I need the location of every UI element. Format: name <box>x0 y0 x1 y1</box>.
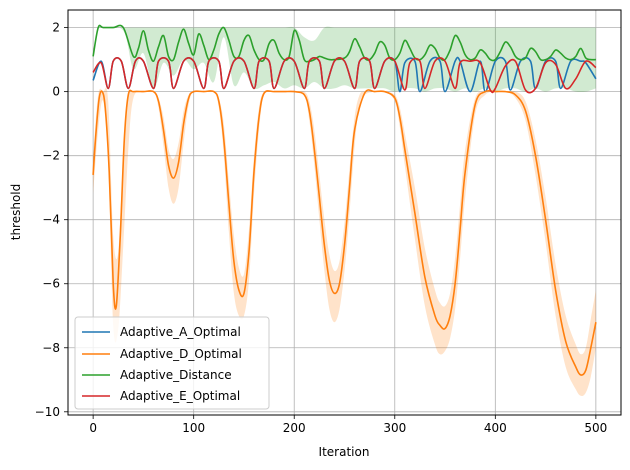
legend-frame <box>74 316 270 410</box>
y-tick-label: 0 <box>52 85 60 99</box>
axis-ticks: 0 100 200 300 400 500 2 0 −2 −4 −6 −8 −10 <box>35 21 608 435</box>
grid <box>68 10 621 415</box>
y-tick-label: −8 <box>42 341 60 355</box>
x-tick-label: 0 <box>89 421 97 435</box>
legend-label-d-optimal: Adaptive_D_Optimal <box>120 347 242 361</box>
series-line-adaptive-e-optimal <box>92 56 597 94</box>
series-line-adaptive-d-optimal <box>92 89 597 376</box>
x-tick-label: 100 <box>182 421 205 435</box>
y-axis-title: threshold <box>9 184 23 241</box>
x-axis-title: Iteration <box>319 445 370 459</box>
x-tick-label: 400 <box>484 421 507 435</box>
legend-label-a-optimal: Adaptive_A_Optimal <box>120 325 241 339</box>
legend-label-distance: Adaptive_Distance <box>120 368 232 382</box>
series-line-adaptive-distance <box>92 24 596 63</box>
x-tick-label: 200 <box>283 421 306 435</box>
x-tick-label: 500 <box>584 421 607 435</box>
y-tick-label: −6 <box>42 277 60 291</box>
series-lines <box>92 24 597 376</box>
y-tick-label: 2 <box>52 21 60 35</box>
y-tick-label: −2 <box>42 149 60 163</box>
plot-frame <box>67 9 622 416</box>
legend: Adaptive_A_Optimal Adaptive_D_Optimal Ad… <box>74 316 270 410</box>
y-tick-label: −4 <box>42 213 60 227</box>
y-tick-label: −10 <box>35 405 60 419</box>
x-tick-label: 300 <box>383 421 406 435</box>
legend-label-e-optimal: Adaptive_E_Optimal <box>120 389 240 403</box>
